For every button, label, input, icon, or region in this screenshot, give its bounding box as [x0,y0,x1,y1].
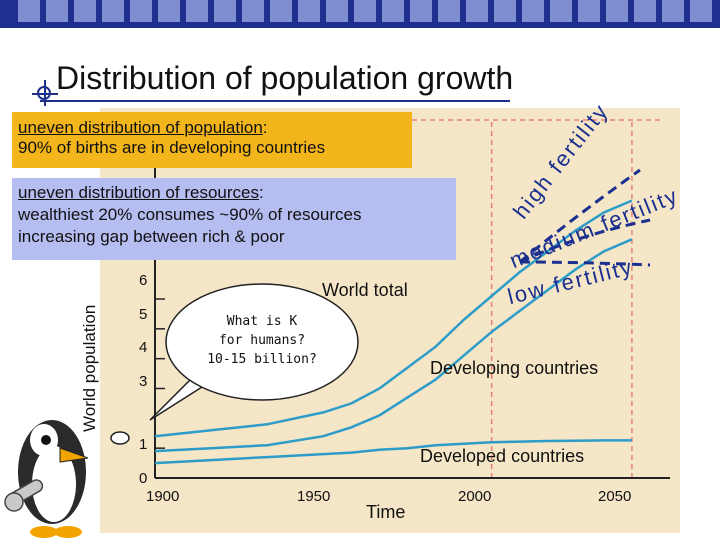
series-label-world-total: World total [322,280,408,300]
banner-tile [354,0,376,22]
banner-tile [326,0,348,22]
title-crosshair-circle [37,86,51,100]
bubble-body [165,283,359,401]
banner-tile [550,0,572,22]
slide-title: Distribution of population growth [56,60,514,96]
births-callout-colon: : [262,118,268,137]
y-tick-label: 3 [139,373,148,390]
banner-tile [606,0,628,22]
series-line [154,199,633,438]
x-tick-label: 1900 [146,488,180,505]
banner-tile [270,0,292,22]
projection-line [519,260,651,267]
y-tick-label: 5 [139,306,148,323]
banner-tile [494,0,516,22]
banner-tile [158,0,180,22]
banner-tile [410,0,432,22]
resources-callout: uneven distribution of resources: wealth… [12,178,456,260]
bubble-line: for humans? [218,333,306,348]
banner-tile [74,0,96,22]
title-underline [40,100,510,102]
series-label-developing: Developing countries [430,358,599,378]
top-banner [0,0,720,28]
series-line [154,238,633,453]
banner-tile [186,0,208,22]
banner-tile [298,0,320,22]
banner-tile [634,0,656,22]
x-tick-label: 2000 [458,488,492,505]
y-tick-label: 4 [139,339,148,356]
x-tick-label: 2050 [598,488,632,505]
banner-tile [578,0,600,22]
births-callout-heading: uneven distribution of population [18,118,263,137]
series-label-developed: Developed countries [420,446,585,466]
banner-tile [46,0,68,22]
banner-tile [130,0,152,22]
series-line [154,439,632,465]
bubble-line: 10-15 billion? [207,352,317,367]
projection-line [519,168,641,264]
banner-tile [438,0,460,22]
banner-tile [18,0,40,22]
y-tick-label: 6 [139,272,148,289]
resources-callout-heading: uneven distribution of resources [18,183,259,202]
x-tick-label: 1950 [297,488,331,505]
resources-callout-text: wealthiest 20% consumes ~90% of resource… [18,205,362,224]
resources-callout-colon: : [258,183,264,202]
bubble-dot [110,431,130,445]
y-tick-label: 1 [139,436,148,453]
banner-tile [214,0,236,22]
banner-tile [466,0,488,22]
births-callout: uneven distribution of population: 90% o… [12,112,412,168]
banner-tile [662,0,684,22]
banner-tile [102,0,124,22]
banner-tile [690,0,712,22]
banner-tile [522,0,544,22]
penguin-mascot-icon [4,420,89,538]
y-tick-label: 0 [139,470,148,487]
x-axis-label: Time [366,502,406,522]
banner-tile [242,0,264,22]
projection-line [519,218,651,264]
bubble-line: What is K [226,314,298,329]
thought-bubble [110,283,359,445]
banner-tile [382,0,404,22]
resources-callout-text: increasing gap between rich & poor [18,227,285,246]
thought-bubble-text: What is K for humans? 10-15 billion? [192,312,332,369]
births-callout-text: 90% of births are in developing countrie… [18,138,326,157]
